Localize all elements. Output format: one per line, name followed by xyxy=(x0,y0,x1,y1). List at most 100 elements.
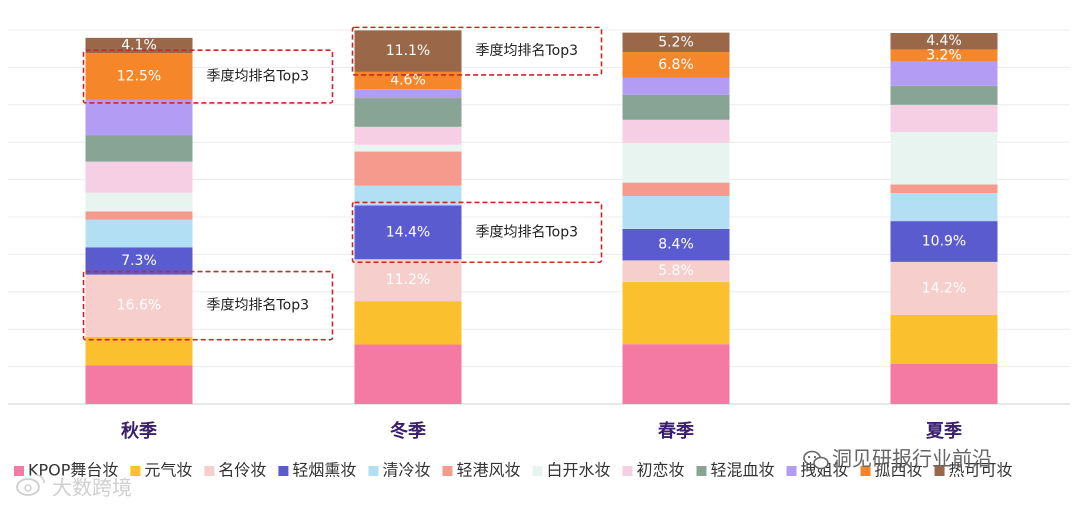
data-label: 14.4% xyxy=(386,224,430,240)
bar-segment xyxy=(85,365,193,404)
legend-label: KPOP舞台妆 xyxy=(28,461,118,480)
bar-segment xyxy=(622,196,730,229)
legend-item: 孤西妆 xyxy=(860,461,923,480)
bar-segment xyxy=(85,53,193,100)
bar-segment xyxy=(890,61,998,86)
bar-segment xyxy=(354,151,462,186)
weibo-watermark-text: 大数跨境 xyxy=(52,476,132,500)
legend-label: 元气妆 xyxy=(144,461,192,480)
bar-segment xyxy=(890,184,998,194)
legend-label: 轻烟熏妆 xyxy=(292,461,356,480)
data-label: 10.9% xyxy=(922,233,966,249)
legend-label: 孤西妆 xyxy=(875,461,923,480)
category-label: 夏季 xyxy=(926,421,962,442)
annotation-box xyxy=(82,270,334,341)
annotation-text: 季度均排名Top3 xyxy=(207,298,310,314)
bar-segment xyxy=(354,71,462,90)
legend-label: 轻混血妆 xyxy=(711,461,775,480)
annotation-box xyxy=(351,201,603,264)
legend-item: 清冷妆 xyxy=(368,461,430,480)
bar-segment xyxy=(85,274,193,337)
data-labels: 4.1% 12.5% 7.3% 16.6% 11.1% 4.6% 14.4% 11.2% 5.2… xyxy=(117,33,966,313)
data-label: 11.1% xyxy=(386,43,430,59)
bar-segment xyxy=(354,126,462,145)
bar-segment xyxy=(622,182,730,197)
bar-segment xyxy=(890,193,998,222)
legend-swatch xyxy=(696,466,707,476)
bar-segment xyxy=(622,94,730,120)
bar-segment xyxy=(622,77,730,95)
legend-label: 名伶妆 xyxy=(218,461,266,480)
annotation-box xyxy=(82,49,334,104)
legend-swatch xyxy=(622,466,633,476)
legend-item: 白开水妆 xyxy=(532,461,610,480)
bar-segment xyxy=(85,99,193,136)
data-label: 8.4% xyxy=(658,237,694,253)
data-label: 3.2% xyxy=(926,47,962,63)
bar-segment xyxy=(890,363,998,404)
data-label: 11.2% xyxy=(386,272,430,288)
legend-label: 白开水妆 xyxy=(546,461,610,480)
data-label: 16.6% xyxy=(117,298,161,314)
data-label: 4.4% xyxy=(926,33,962,49)
annotation-text: 季度均排名Top3 xyxy=(476,224,579,240)
legend-swatch xyxy=(532,466,543,476)
legend-label: 清冷妆 xyxy=(382,461,430,480)
bar-segment xyxy=(890,104,998,133)
category-axis: 秋季 冬季 春季 夏季 xyxy=(121,420,962,442)
legend-swatch xyxy=(204,466,215,476)
bar-segment xyxy=(622,119,730,143)
category-label: 春季 xyxy=(658,420,694,442)
annotations: 季度均排名Top3 季度均排名Top3 季度均排名Top3 季度均排名Top3 xyxy=(82,26,603,341)
legend-item: 初恋妆 xyxy=(622,461,685,480)
data-label: 4.1% xyxy=(121,38,157,54)
bar-segment xyxy=(354,185,462,206)
bar-segment xyxy=(622,142,730,183)
bar-segment xyxy=(85,219,193,248)
legend-item: 名伶妆 xyxy=(204,461,266,480)
annotation-text: 季度均排名Top3 xyxy=(207,69,310,85)
bar-segment xyxy=(622,32,730,53)
bar-segment xyxy=(354,205,462,260)
bar-segment xyxy=(890,49,998,62)
annotation-box xyxy=(351,26,603,76)
legend-item: KPOP舞台妆 xyxy=(14,461,118,480)
weibo-icon xyxy=(16,474,45,496)
bar-segment xyxy=(354,98,462,127)
bar-segment xyxy=(354,30,462,72)
bars xyxy=(85,30,998,404)
bar-segment xyxy=(622,282,730,345)
legend-swatch xyxy=(442,466,453,476)
legend-item: 元气妆 xyxy=(130,461,192,480)
bar-segment xyxy=(622,228,730,261)
legend: KPOP舞台妆 元气妆 名伶妆 轻烟熏妆 清冷妆 轻港风妆 白开水妆 初恋妆 轻混血妆 拽姐妆 孤西… xyxy=(14,461,1013,480)
bar-segment xyxy=(890,314,998,364)
data-label: 6.8% xyxy=(658,57,694,73)
data-label: 4.6% xyxy=(390,72,426,88)
data-label: 5.2% xyxy=(658,34,694,50)
annotation-text: 季度均排名Top3 xyxy=(476,43,579,59)
wechat-icon xyxy=(803,450,829,470)
bar-segment xyxy=(85,336,193,366)
bar-segment xyxy=(354,259,462,302)
bar-segment xyxy=(890,85,998,105)
bar-segment xyxy=(890,261,998,315)
legend-item: 轻港风妆 xyxy=(442,461,520,480)
bar-segment xyxy=(85,161,193,193)
bar-segment xyxy=(354,301,462,345)
data-label: 5.8% xyxy=(658,263,694,279)
legend-swatch xyxy=(934,466,945,476)
legend-item: 热可可妆 xyxy=(934,461,1013,480)
bar-segment xyxy=(622,52,730,78)
legend-swatch xyxy=(14,466,24,476)
bar-segment xyxy=(890,132,998,185)
bar-segment xyxy=(85,37,193,54)
category-label: 秋季 xyxy=(121,420,157,442)
bar-segment xyxy=(354,144,462,152)
legend-swatch xyxy=(130,466,141,476)
bar-segment xyxy=(85,135,193,162)
data-label: 12.5% xyxy=(117,69,161,85)
bar-segment xyxy=(85,247,193,275)
bar-segment xyxy=(890,221,998,262)
